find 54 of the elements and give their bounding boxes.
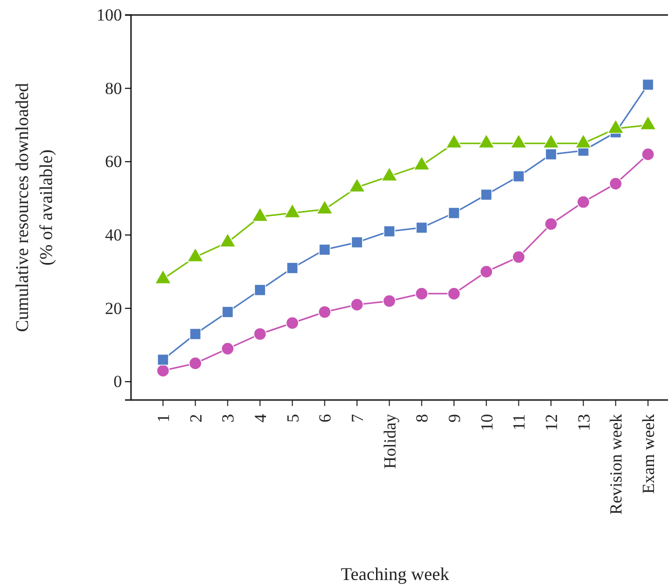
x-tick-label: 8 bbox=[412, 414, 432, 422]
point bbox=[609, 177, 622, 190]
x-tick-label: Holiday bbox=[380, 414, 400, 469]
point bbox=[188, 356, 202, 370]
point bbox=[416, 222, 428, 234]
x-tick-label: 1 bbox=[154, 414, 173, 422]
x-tick-label: 7 bbox=[348, 414, 367, 422]
point bbox=[318, 244, 331, 256]
point bbox=[156, 364, 170, 378]
x-tick-label: Revision week bbox=[606, 414, 626, 515]
x-tick-label: 12 bbox=[542, 414, 561, 431]
point bbox=[382, 294, 396, 308]
point bbox=[480, 265, 493, 278]
y-tick-label: 60 bbox=[105, 152, 122, 172]
point bbox=[512, 170, 525, 182]
x-tick-label: 10 bbox=[477, 414, 496, 431]
x-tick-label: 11 bbox=[510, 414, 529, 430]
point bbox=[447, 287, 461, 300]
point bbox=[253, 327, 267, 341]
point bbox=[286, 262, 298, 274]
point bbox=[415, 287, 428, 300]
point bbox=[350, 298, 364, 312]
point bbox=[254, 284, 266, 296]
point bbox=[189, 328, 202, 340]
point bbox=[576, 195, 590, 209]
y-axis-title: Cumulative resources downloaded (% of available) bbox=[12, 83, 56, 332]
y-tick-label: 40 bbox=[105, 225, 122, 244]
x-tick-label: 3 bbox=[218, 414, 238, 422]
x-tick-label: 13 bbox=[574, 414, 594, 431]
point bbox=[480, 188, 492, 201]
x-tick-label: 6 bbox=[316, 414, 335, 422]
point bbox=[641, 148, 655, 161]
point bbox=[512, 250, 526, 264]
point bbox=[157, 354, 169, 366]
point bbox=[448, 207, 460, 219]
point bbox=[544, 217, 558, 231]
point bbox=[222, 306, 234, 318]
y-tick-label: 100 bbox=[96, 5, 122, 24]
y-tick-label: 20 bbox=[105, 298, 122, 318]
x-axis-title: Teaching week bbox=[340, 564, 450, 584]
x-tick-label: Exam week bbox=[639, 414, 658, 494]
x-tick-label: 5 bbox=[283, 414, 302, 422]
x-tick-label: 9 bbox=[445, 414, 464, 422]
point bbox=[351, 236, 363, 248]
y-tick-label: 80 bbox=[105, 78, 122, 98]
point bbox=[221, 342, 234, 356]
point bbox=[642, 78, 654, 91]
point bbox=[545, 148, 557, 160]
point bbox=[383, 225, 396, 238]
point bbox=[318, 305, 332, 319]
point bbox=[286, 316, 299, 330]
x-tick-label: 2 bbox=[186, 414, 206, 422]
x-tick-label: 4 bbox=[251, 414, 270, 422]
y-tick-label: 0 bbox=[114, 372, 122, 392]
